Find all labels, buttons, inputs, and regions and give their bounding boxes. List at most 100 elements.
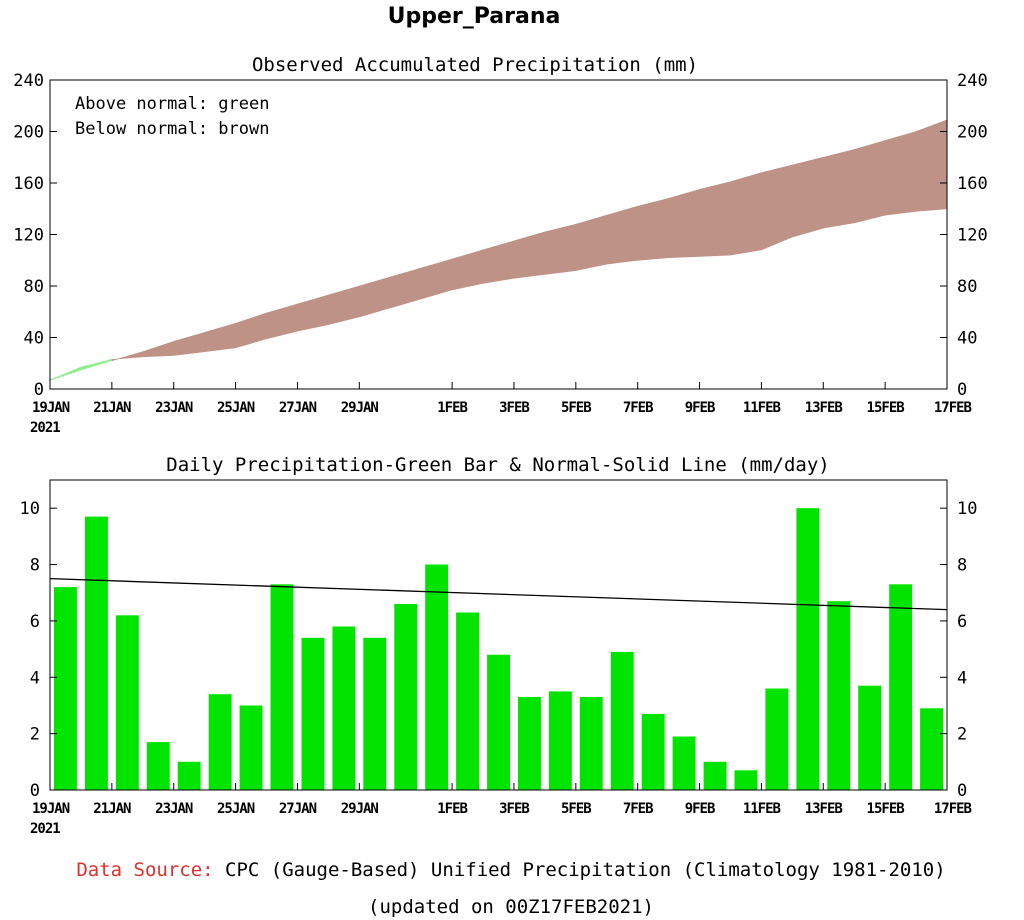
- accumulated-area-segment: [142, 340, 174, 358]
- daily-precipitation-bar: [672, 736, 696, 790]
- daily-precipitation-bar: [239, 705, 263, 790]
- accumulated-area-segment: [606, 205, 639, 265]
- accumulated-area-segment: [266, 303, 298, 340]
- accumulated-precipitation-chart: Observed Accumulated Precipitation (mm) …: [13, 54, 987, 436]
- daily-precipitation-bar: [456, 612, 479, 790]
- daily-precipitation-bar: [858, 685, 882, 790]
- accumulated-area-segment: [884, 131, 917, 216]
- y-tick-label-left: 10: [20, 499, 40, 519]
- x-tick-label: 17FEB: [934, 400, 972, 416]
- accumulated-area-segment: [173, 332, 205, 356]
- y-tick-label-left: 4: [30, 668, 40, 688]
- daily-precipitation-bar: [703, 761, 727, 790]
- accumulated-area-segment: [853, 140, 886, 224]
- x-tick-label: 29JAN: [341, 400, 379, 416]
- daily-precipitation-bar: [796, 508, 820, 790]
- x-tick-label: 3FEB: [499, 400, 529, 416]
- data-source-text: CPC (Gauge-Based) Unified Precipitation …: [214, 859, 946, 881]
- daily-precipitation-bar: [518, 697, 541, 790]
- daily-precipitation-bar: [332, 626, 356, 790]
- x-tick-label: 27JAN: [279, 801, 317, 817]
- daily-precipitation-bar: [394, 604, 418, 790]
- accumulated-area-segment: [235, 312, 267, 349]
- legend-note-above: Above normal: green: [75, 94, 269, 114]
- x-tick-label: 23JAN: [155, 801, 193, 817]
- y-tick-label-right: 4: [957, 668, 967, 688]
- daily-precipitation-bar: [177, 761, 201, 790]
- y-tick-label-right: 6: [957, 612, 967, 632]
- x-tick-label: 27JAN: [279, 400, 317, 416]
- y-tick-label-left: 120: [13, 226, 44, 246]
- x-tick-label: 15FEB: [867, 400, 905, 416]
- y-tick-label-right: 10: [957, 499, 977, 519]
- accumulated-area-segment: [297, 294, 329, 332]
- y-tick-label-right: 8: [957, 556, 967, 576]
- daily-bar-layer: [49, 508, 948, 790]
- y-tick-label-left: 40: [24, 329, 44, 349]
- accumulated-area-segment: [822, 149, 855, 229]
- daily-precipitation-chart: Daily Precipitation-Green Bar & Normal-S…: [20, 454, 978, 837]
- accumulated-area-segment: [575, 214, 608, 271]
- accumulated-area-segment: [730, 172, 762, 256]
- x-tick-label: 9FEB: [685, 801, 715, 817]
- daily-precipitation-bar: [54, 587, 77, 790]
- y-tick-label-right: 2: [957, 725, 967, 745]
- accumulated-area-segment: [111, 351, 144, 362]
- y-tick-label-right: 80: [957, 277, 977, 297]
- x-tick-label: 11FEB: [743, 400, 781, 416]
- accumulated-area-segment: [699, 181, 731, 257]
- x-tick-label: 9FEB: [685, 400, 715, 416]
- y-tick-label-left: 0: [34, 380, 44, 400]
- y-tick-label-right: 160: [957, 174, 988, 194]
- x-tick-label: 19JAN: [32, 400, 70, 416]
- x-tick-label: 7FEB: [623, 400, 653, 416]
- x-tick-label: 21JAN: [93, 400, 131, 416]
- accumulated-area-segment: [915, 119, 948, 212]
- x-tick-label: 17FEB: [934, 801, 972, 817]
- y-tick-label-left: 2: [30, 725, 40, 745]
- y-tick-label-right: 200: [957, 123, 988, 143]
- daily-precipitation-bar: [610, 651, 634, 790]
- accumulated-area-segment: [204, 322, 236, 353]
- daily-precipitation-bar: [425, 564, 449, 790]
- daily-precipitation-bar: [363, 637, 387, 790]
- legend-note-below: Below normal: brown: [75, 119, 269, 139]
- data-source-line: Data Source: CPC (Gauge-Based) Unified P…: [76, 859, 945, 881]
- data-source-label: Data Source:: [76, 859, 213, 881]
- y-tick-label-left: 8: [30, 556, 40, 576]
- normal-line: [49, 577, 948, 611]
- daily-axes: 0 0 2 2 4 4 6 6 8 8 10 10 19JAN 21JAN 23JAN 25JAN 27JAN 2…: [20, 479, 977, 837]
- daily-precipitation-bar: [208, 694, 232, 790]
- daily-precipitation-bar: [487, 654, 510, 790]
- accumulated-area-segment: [328, 285, 360, 325]
- x-tick-label: 5FEB: [561, 801, 591, 817]
- x-tick-label: 11FEB: [743, 801, 781, 817]
- y-tick-label-left: 240: [13, 71, 44, 91]
- x-tick-label: 13FEB: [805, 801, 843, 817]
- daily-precipitation-bar: [146, 742, 170, 790]
- x-tick-label: 23JAN: [155, 400, 193, 416]
- accumulated-area-segment: [637, 198, 669, 261]
- accumulated-area-segment: [389, 267, 422, 309]
- daily-chart-title: Daily Precipitation-Green Bar & Normal-S…: [166, 454, 829, 476]
- x-tick-label: 19JAN: [32, 801, 70, 817]
- daily-precipitation-bar: [301, 637, 325, 790]
- daily-precipitation-bar: [641, 713, 665, 790]
- accumulated-area-segment: [544, 223, 577, 275]
- accumulated-area-segment: [451, 249, 484, 291]
- x-tick-label: 3FEB: [499, 801, 529, 817]
- daily-precipitation-bar: [765, 688, 789, 790]
- daily-precipitation-bar: [579, 697, 603, 790]
- updated-text: (updated on 00Z17FEB2021): [368, 896, 654, 918]
- accumulated-area-segment: [482, 240, 515, 284]
- accumulated-start-line: [49, 358, 113, 381]
- x-tick-label: 5FEB: [561, 400, 591, 416]
- accumulated-area-segment: [761, 164, 793, 251]
- y-tick-label-left: 0: [30, 781, 40, 801]
- accumulated-area-segment: [358, 276, 391, 318]
- x-tick-label: 21JAN: [93, 801, 131, 817]
- daily-precipitation-bar: [889, 584, 913, 790]
- daily-precipitation-bar: [270, 584, 294, 790]
- x-tick-label: 25JAN: [217, 801, 255, 817]
